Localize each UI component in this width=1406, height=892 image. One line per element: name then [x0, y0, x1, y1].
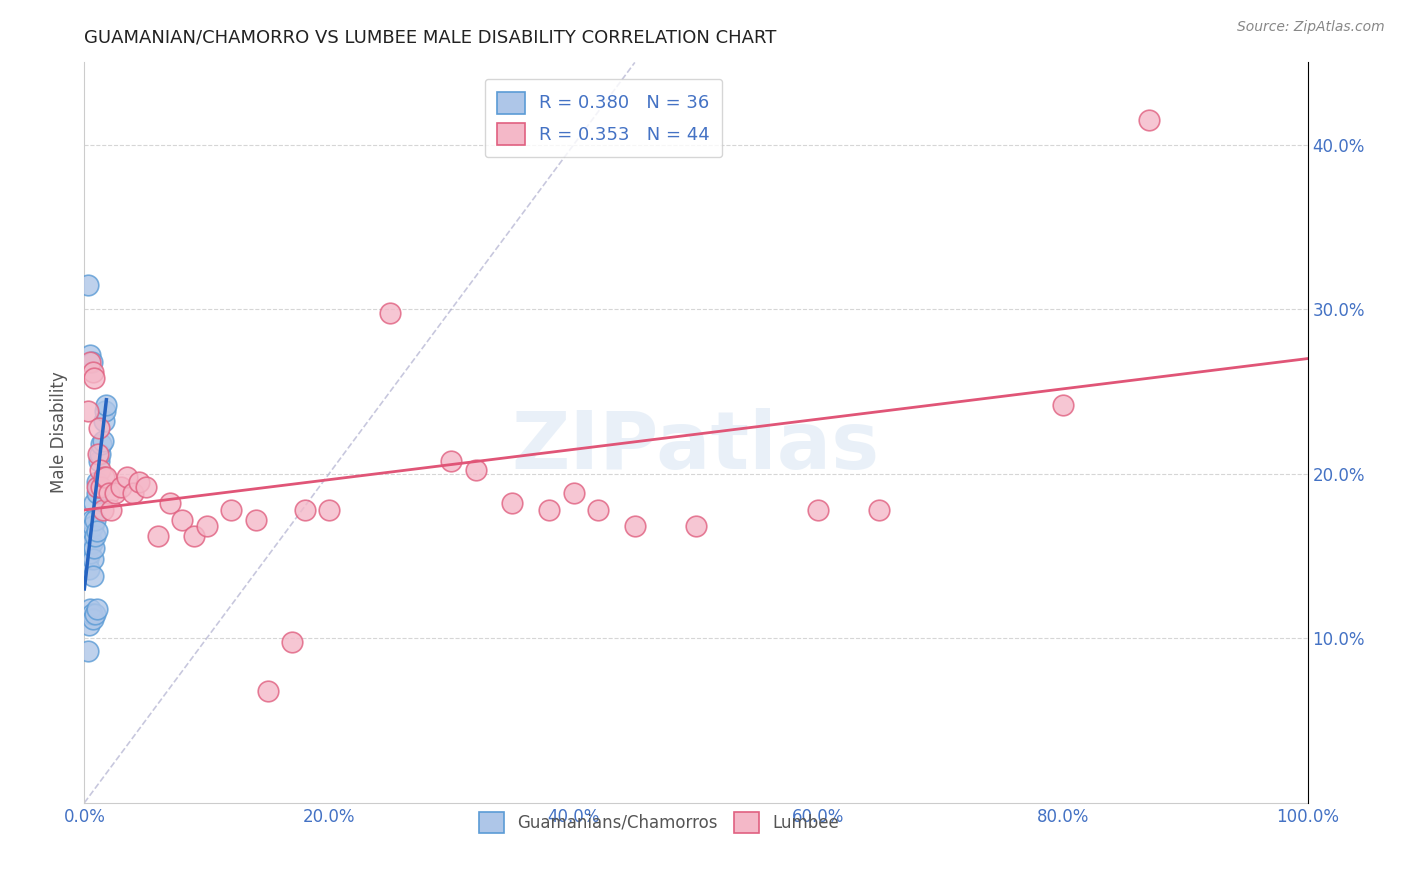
Point [281, 634, 304, 648]
Point [82, 519, 104, 533]
Point [87, 480, 110, 494]
Point [82, 568, 104, 582]
Point [1052, 398, 1074, 412]
Point [562, 486, 585, 500]
Point [90, 480, 112, 494]
Point [82, 365, 104, 379]
Point [86, 486, 108, 500]
Point [84, 513, 107, 527]
Point [464, 463, 486, 477]
Point [502, 496, 524, 510]
Point [77, 618, 100, 632]
Point [128, 475, 150, 489]
Point [183, 529, 205, 543]
Point [84, 529, 107, 543]
Point [90, 437, 112, 451]
Point [195, 519, 218, 533]
Point [440, 453, 463, 467]
Point [79, 348, 101, 362]
Point [86, 475, 108, 489]
Point [86, 601, 108, 615]
Point [97, 486, 120, 500]
Point [172, 513, 194, 527]
Point [91, 434, 114, 448]
Point [104, 486, 127, 500]
Point [538, 503, 561, 517]
Point [77, 404, 100, 418]
Point [79, 529, 101, 543]
Point [79, 546, 101, 560]
Point [294, 503, 316, 517]
Point [77, 552, 100, 566]
Point [80, 513, 103, 527]
Point [84, 607, 107, 621]
Point [245, 513, 267, 527]
Point [135, 480, 157, 494]
Y-axis label: Male Disability: Male Disability [51, 372, 69, 493]
Point [77, 536, 100, 550]
Point [1137, 113, 1160, 128]
Point [93, 414, 115, 428]
Point [87, 420, 110, 434]
Point [91, 503, 114, 517]
Point [77, 277, 100, 292]
Point [77, 644, 100, 658]
Point [685, 519, 707, 533]
Point [80, 607, 103, 621]
Text: GUAMANIAN/CHAMORRO VS LUMBEE MALE DISABILITY CORRELATION CHART: GUAMANIAN/CHAMORRO VS LUMBEE MALE DISABI… [84, 29, 776, 47]
Point [100, 503, 122, 517]
Point [586, 503, 609, 517]
Point [96, 470, 118, 484]
Point [624, 519, 647, 533]
Point [96, 398, 118, 412]
Point [82, 552, 104, 566]
Point [159, 496, 181, 510]
Point [93, 470, 115, 484]
Point [122, 486, 145, 500]
Point [80, 536, 103, 550]
Point [77, 562, 100, 576]
Point [219, 503, 242, 517]
Point [79, 601, 101, 615]
Point [89, 463, 111, 477]
Point [83, 371, 105, 385]
Point [82, 611, 104, 625]
Point [115, 470, 138, 484]
Point [318, 503, 340, 517]
Point [89, 447, 111, 461]
Point [110, 480, 132, 494]
Text: Source: ZipAtlas.com: Source: ZipAtlas.com [1237, 20, 1385, 34]
Point [380, 305, 402, 319]
Text: ZIPatlas: ZIPatlas [512, 409, 880, 486]
Point [146, 529, 169, 543]
Point [807, 503, 830, 517]
Point [94, 404, 117, 418]
Point [76, 541, 98, 555]
Point [257, 684, 280, 698]
Point [86, 524, 108, 539]
Point [87, 453, 110, 467]
Point [83, 496, 105, 510]
Point [86, 480, 108, 494]
Legend: Guamanians/Chamorros, Lumbee: Guamanians/Chamorros, Lumbee [470, 802, 849, 843]
Point [869, 503, 891, 517]
Point [87, 447, 110, 461]
Point [83, 541, 105, 555]
Point [80, 355, 103, 369]
Point [79, 355, 101, 369]
